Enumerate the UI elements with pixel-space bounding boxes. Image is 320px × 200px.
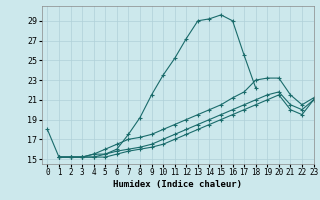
X-axis label: Humidex (Indice chaleur): Humidex (Indice chaleur) [113,180,242,189]
